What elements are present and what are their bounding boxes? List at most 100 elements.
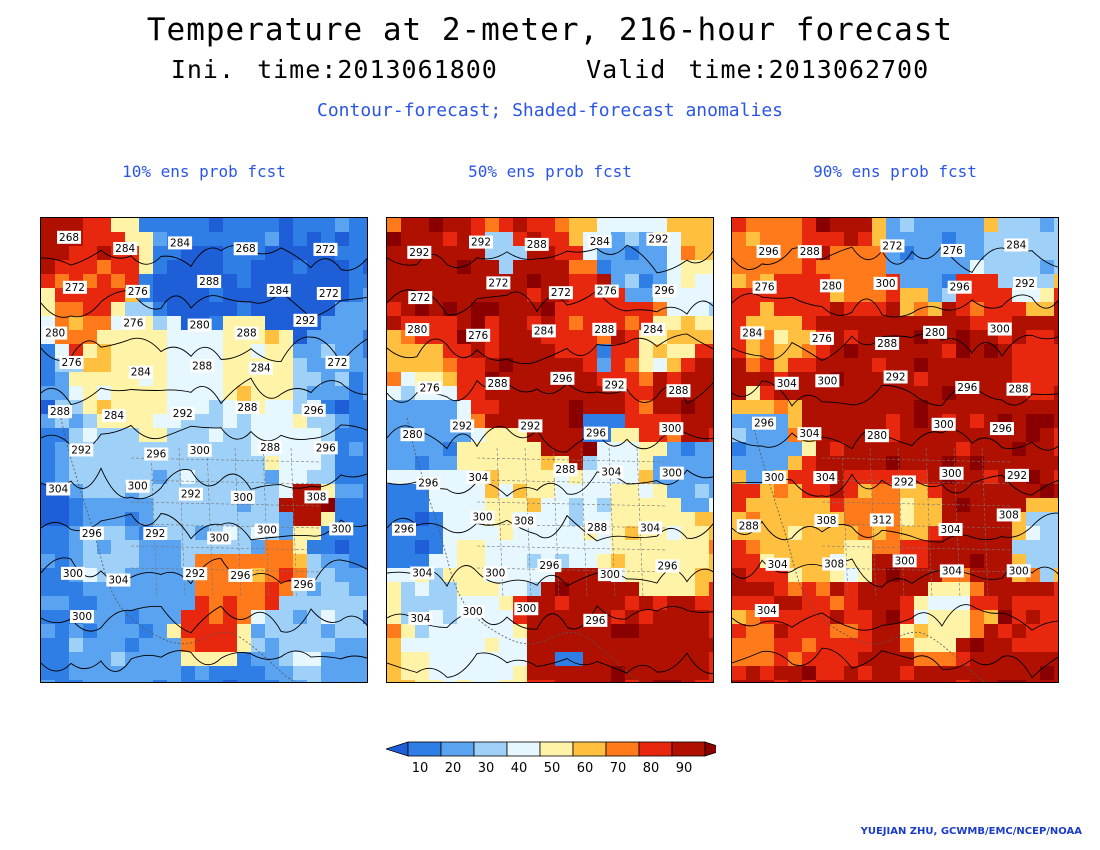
contour-label-text: 300 [934,419,954,431]
anomaly-cell [485,358,500,373]
anomaly-cell [583,400,598,415]
contour-label-text: 292 [520,420,540,432]
contour-label-text: 308 [514,515,534,527]
anomaly-cell [387,232,402,247]
anomaly-cell [998,358,1013,373]
anomaly-cell [251,218,266,233]
anomaly-cell [681,372,696,387]
anomaly-cell [639,372,654,387]
anomaly-cell [956,442,971,457]
anomaly-cell [387,372,402,387]
anomaly-cell [111,540,126,555]
anomaly-cell [387,652,402,667]
anomaly-cell [349,680,364,682]
anomaly-cell [83,414,98,429]
anomaly-cell [1054,414,1058,429]
anomaly-cell [293,470,308,485]
anomaly-cell [349,414,364,429]
anomaly-cell [307,596,322,611]
contour-label-box [947,280,972,294]
anomaly-cell [732,680,747,682]
anomaly-cell [695,302,710,317]
anomaly-cell [41,260,56,275]
contour-label-text: 300 [473,512,493,524]
contour-label: 300 [597,568,622,582]
anomaly-cell [914,610,929,625]
anomaly-cell [443,582,458,597]
anomaly-cell [886,260,901,275]
anomaly-cell [746,344,761,359]
anomaly-cell [942,582,957,597]
anomaly-cell [984,456,999,471]
anomaly-cell [69,386,84,401]
anomaly-cell [111,274,126,289]
anomaly-cell [583,484,598,499]
anomaly-cell [844,386,859,401]
anomaly-cell [499,680,514,682]
anomaly-cell [223,344,238,359]
anomaly-cell [984,246,999,261]
anomaly-cell [139,218,154,233]
anomaly-cell [471,638,486,653]
anomaly-cell [611,652,626,667]
anomaly-cell [335,568,350,583]
anomaly-cell [69,316,84,331]
anomaly-cell [774,638,789,653]
anomaly-cell [802,680,817,682]
anomaly-cell [209,316,224,331]
anomaly-cell [1040,582,1055,597]
anomaly-cell [429,400,444,415]
anomaly-cell [802,470,817,485]
anomaly-cell [349,330,364,345]
contour-label-box [939,466,964,480]
anomaly-cell [942,358,957,373]
anomaly-cell [709,302,713,317]
anomaly-cell [844,512,859,527]
anomaly-cell [541,344,556,359]
contour-label-box [1013,276,1038,290]
anomaly-cell [83,680,98,682]
anomaly-cell [279,526,294,541]
anomaly-cell [209,428,224,443]
contour-label-text: 296 [316,442,336,454]
contour-label-box [325,355,350,369]
anomaly-cell [307,414,322,429]
anomaly-cell [1040,540,1055,555]
anomaly-cell [293,624,308,639]
anomaly-cell [597,344,612,359]
anomaly-cell [760,218,775,233]
anomaly-cell [443,358,458,373]
anomaly-cell [443,568,458,583]
contour-label-box [1005,468,1030,482]
contour-label-text: 276 [943,245,963,257]
anomaly-cell [265,582,280,597]
contour-label-text: 284 [251,363,271,375]
anomaly-cell [858,400,873,415]
contour-label-text: 312 [872,514,892,526]
anomaly-cell [872,442,887,457]
anomaly-cell [956,680,971,682]
anomaly-cell [681,512,696,527]
anomaly-cell [83,218,98,233]
anomaly-cell [970,526,985,541]
anomaly-cell [279,372,294,387]
anomaly-cell [914,582,929,597]
state-border [841,447,849,599]
anomaly-cell [363,624,367,639]
anomaly-cell [321,596,336,611]
anomaly-cell [457,652,472,667]
anomaly-cell [1040,484,1055,499]
anomaly-cell [307,666,322,681]
anomaly-cell [471,442,486,457]
anomaly-cell [583,624,598,639]
anomaly-cell [816,218,831,233]
anomaly-cell [209,568,224,583]
contour-label: 276 [59,355,84,369]
anomaly-cell [844,260,859,275]
contour-line [732,647,1058,679]
anomaly-cell [886,302,901,317]
anomaly-cell [681,582,696,597]
anomaly-cell [237,512,252,527]
anomaly-cell [153,554,168,569]
anomaly-cell [195,624,210,639]
